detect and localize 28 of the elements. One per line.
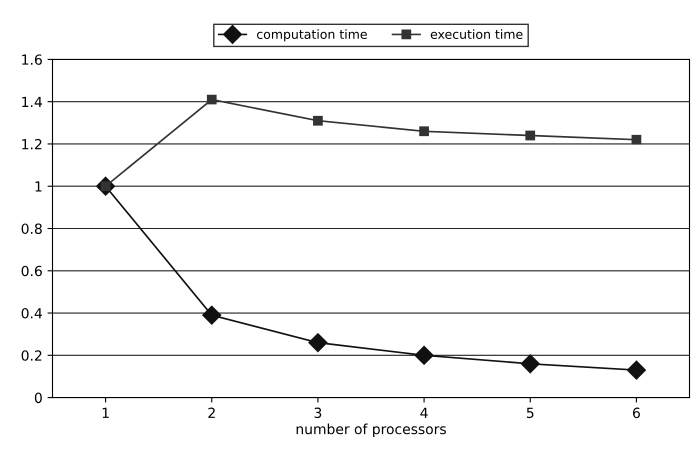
x-tick-label: 4 — [420, 408, 428, 418]
x-tick-label: 5 — [526, 408, 534, 418]
y-tick-label: 0.6 — [22, 266, 42, 276]
y-tick-label: 0.2 — [22, 350, 42, 361]
x-axis-title: number of processors — [296, 424, 446, 437]
point — [626, 360, 646, 380]
y-tick-label: 0 — [34, 392, 42, 404]
y-tick-label: 0.4 — [22, 308, 42, 319]
y-tick-label: 1.2 — [22, 138, 42, 150]
x-tick-label: 3 — [314, 408, 322, 418]
legend-label: execution time — [430, 29, 523, 39]
point — [419, 126, 429, 136]
x-tick-label: 6 — [632, 408, 640, 418]
point — [632, 134, 642, 145]
x-tick-label: 1 — [102, 408, 109, 418]
point — [202, 306, 222, 325]
point — [414, 346, 434, 365]
y-tick-label: 1.6 — [22, 54, 42, 65]
point — [520, 354, 540, 374]
point — [206, 94, 217, 104]
legend-label: computation time — [256, 29, 367, 42]
point — [308, 333, 328, 352]
point — [525, 130, 536, 140]
y-tick-label: 1.4 — [22, 96, 42, 107]
y-tick-label: 1 — [35, 181, 42, 192]
point — [313, 116, 323, 126]
y-tick-label: 0.8 — [22, 223, 42, 234]
x-tick-label: 2 — [208, 408, 215, 418]
